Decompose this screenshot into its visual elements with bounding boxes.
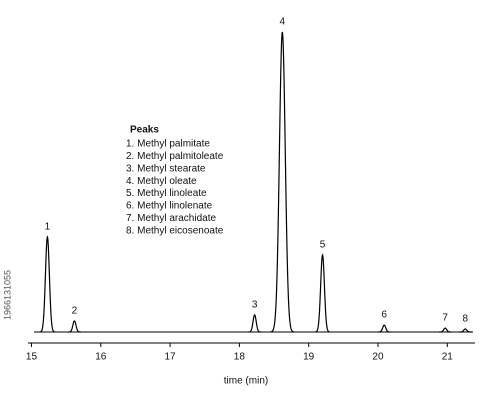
peak <box>439 327 452 333</box>
peak-label: 8 <box>463 314 469 325</box>
peak <box>248 314 262 333</box>
peak-label: 7 <box>442 313 448 324</box>
x-tick-label: 17 <box>165 352 177 363</box>
legend-title: Peaks <box>130 125 159 136</box>
x-tick-label: 21 <box>442 352 454 363</box>
x-tick-label: 19 <box>303 352 315 363</box>
peak-label: 3 <box>252 300 258 311</box>
legend-entry: 1. Methyl palmitate <box>126 139 210 150</box>
peak <box>314 253 331 333</box>
legend-entry: 5. Methyl linoleate <box>126 188 207 199</box>
legend-entry: 6. Methyl linolenate <box>126 201 213 212</box>
legend-entry: 3. Methyl stearate <box>126 163 206 174</box>
peak-label: 1 <box>45 222 51 233</box>
peak <box>39 235 56 333</box>
peak <box>270 31 295 333</box>
watermark-id: 1966131055 <box>2 270 12 320</box>
legend-entry: 8. Methyl eicosenoate <box>126 225 224 236</box>
legend-entry: 2. Methyl palmitoleate <box>126 151 224 162</box>
x-tick-label: 15 <box>26 352 38 363</box>
peak <box>377 324 391 333</box>
peak-label: 6 <box>381 310 387 321</box>
x-axis-label: time (min) <box>224 376 268 387</box>
legend-entry: 4. Methyl oleate <box>126 176 197 187</box>
x-tick-label: 18 <box>234 352 246 363</box>
peak-label: 2 <box>72 306 78 317</box>
legend-entry: 7. Methyl arachidate <box>126 213 216 224</box>
peak <box>459 328 472 333</box>
peak <box>68 320 81 333</box>
x-tick-label: 20 <box>372 352 384 363</box>
peak-label: 4 <box>280 17 286 28</box>
x-tick-label: 16 <box>95 352 107 363</box>
peak-label: 5 <box>320 240 326 251</box>
